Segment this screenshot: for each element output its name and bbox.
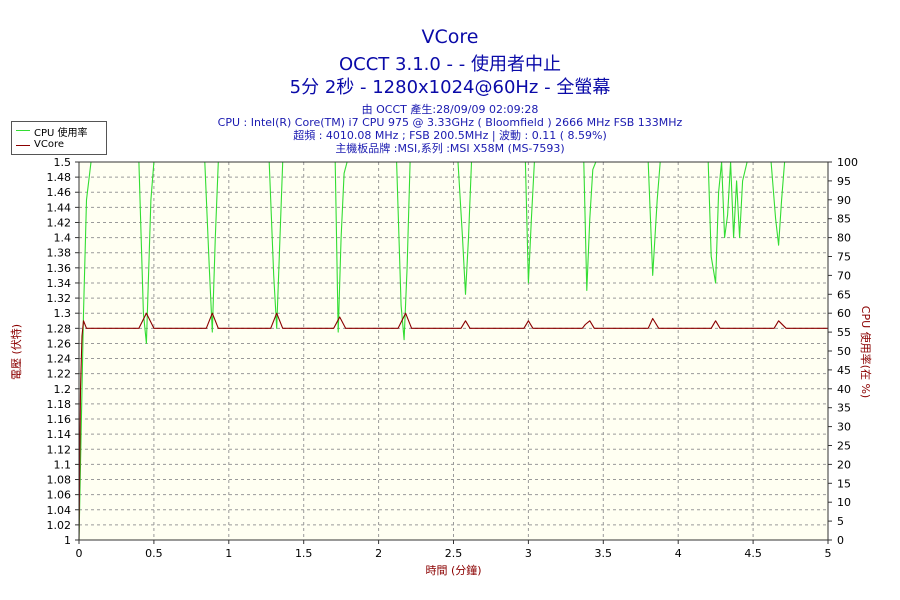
y-right-tick-label: 65 bbox=[837, 288, 851, 301]
legend-label-cpu: CPU 使用率 bbox=[34, 128, 88, 139]
y-right-tick-label: 100 bbox=[837, 156, 858, 169]
x-tick-label: 1 bbox=[225, 547, 232, 560]
y-right-tick-label: 10 bbox=[837, 496, 851, 509]
y-left-tick-label: 1.48 bbox=[47, 171, 72, 184]
y-right-tick-label: 25 bbox=[837, 440, 851, 453]
y-right-tick-label: 55 bbox=[837, 326, 851, 339]
legend-swatch-vcore bbox=[16, 145, 30, 146]
y-left-tick-label: 1.18 bbox=[47, 398, 72, 411]
y-left-tick-label: 1.42 bbox=[47, 216, 72, 229]
chart-title: VCore bbox=[421, 26, 479, 48]
y-left-tick-label: 1.06 bbox=[47, 489, 72, 502]
x-tick-label: 3 bbox=[525, 547, 532, 560]
legend-item-vcore: VCore bbox=[12, 138, 106, 152]
y-left-tick-label: 1.3 bbox=[54, 307, 72, 320]
y-right-tick-label: 15 bbox=[837, 477, 851, 490]
y-left-tick-label: 1.34 bbox=[47, 277, 72, 290]
y-left-tick-label: 1.38 bbox=[47, 247, 72, 260]
y-left-tick-label: 1.5 bbox=[54, 156, 72, 169]
y-axis-right-label: CPU 使用率(在 %) bbox=[859, 305, 873, 399]
x-tick-label: 0 bbox=[76, 547, 83, 560]
y-right-tick-label: 70 bbox=[837, 269, 851, 282]
y-left-tick-label: 1.02 bbox=[47, 519, 72, 532]
y-left-tick-label: 1.1 bbox=[54, 458, 72, 471]
x-tick-label: 2 bbox=[375, 547, 382, 560]
y-left-tick-label: 1.44 bbox=[47, 201, 72, 214]
y-right-tick-label: 40 bbox=[837, 383, 851, 396]
y-left-tick-label: 1 bbox=[64, 534, 71, 547]
y-left-tick-label: 1.36 bbox=[47, 262, 72, 275]
chart-subtitle-app: OCCT 3.1.0 - - 使用者中止 bbox=[339, 54, 561, 75]
x-tick-label: 0.5 bbox=[145, 547, 163, 560]
chart-subtitle-duration: 5分 2秒 - 1280x1024@60Hz - 全螢幕 bbox=[289, 77, 611, 98]
info-generated: 由 OCCT 產生:28/09/09 02:09:28 bbox=[361, 103, 539, 116]
y-right-tick-label: 75 bbox=[837, 251, 851, 264]
y-left-tick-label: 1.12 bbox=[47, 443, 72, 456]
x-tick-label: 2.5 bbox=[445, 547, 463, 560]
y-right-tick-label: 90 bbox=[837, 194, 851, 207]
info-overclock: 超頻 : 4010.08 MHz ; FSB 200.5MHz | 波動 : 0… bbox=[293, 129, 607, 142]
y-left-tick-label: 1.14 bbox=[47, 428, 72, 441]
series-line-cpu-usage bbox=[78, 161, 828, 541]
legend-item-cpu: CPU 使用率 bbox=[12, 123, 106, 139]
y-left-tick-label: 1.46 bbox=[47, 186, 72, 199]
y-right-tick-label: 80 bbox=[837, 232, 851, 245]
y-left-tick-label: 1.28 bbox=[47, 322, 72, 335]
legend-swatch-cpu bbox=[16, 130, 30, 131]
y-right-tick-label: 45 bbox=[837, 364, 851, 377]
x-tick-label: 5 bbox=[825, 547, 832, 560]
y-right-tick-label: 30 bbox=[837, 421, 851, 434]
x-tick-label: 4 bbox=[675, 547, 682, 560]
y-left-tick-label: 1.24 bbox=[47, 353, 72, 366]
chart-legend: CPU 使用率 VCore bbox=[11, 121, 107, 155]
x-tick-label: 1.5 bbox=[295, 547, 313, 560]
y-right-tick-label: 0 bbox=[837, 534, 844, 547]
info-motherboard: 主機板品牌 :MSI,系列 :MSI X58M (MS-7593) bbox=[335, 142, 565, 155]
x-tick-label: 3.5 bbox=[595, 547, 613, 560]
info-cpu: CPU : Intel(R) Core(TM) i7 CPU 975 @ 3.3… bbox=[217, 116, 683, 129]
legend-label-vcore: VCore bbox=[34, 139, 64, 150]
y-left-tick-label: 1.08 bbox=[47, 474, 72, 487]
y-right-tick-label: 20 bbox=[837, 458, 851, 471]
y-left-tick-label: 1.4 bbox=[54, 232, 72, 245]
x-axis-label: 時間 (分鐘) bbox=[425, 563, 481, 577]
y-right-tick-label: 60 bbox=[837, 307, 851, 320]
series-line-vcore bbox=[78, 312, 828, 541]
y-left-tick-label: 1.22 bbox=[47, 368, 72, 381]
y-left-tick-label: 1.04 bbox=[47, 504, 72, 517]
y-right-tick-label: 5 bbox=[837, 515, 844, 528]
y-left-tick-label: 1.2 bbox=[54, 383, 72, 396]
y-right-tick-label: 50 bbox=[837, 345, 851, 358]
y-right-tick-label: 35 bbox=[837, 402, 851, 415]
y-left-tick-label: 1.16 bbox=[47, 413, 72, 426]
x-tick-label: 4.5 bbox=[744, 547, 762, 560]
y-axis-left-label: 電壓 (伏特) bbox=[10, 323, 24, 381]
y-right-tick-label: 85 bbox=[837, 213, 851, 226]
y-left-tick-label: 1.26 bbox=[47, 337, 72, 350]
y-right-tick-label: 95 bbox=[837, 175, 851, 188]
y-left-tick-label: 1.32 bbox=[47, 292, 72, 305]
